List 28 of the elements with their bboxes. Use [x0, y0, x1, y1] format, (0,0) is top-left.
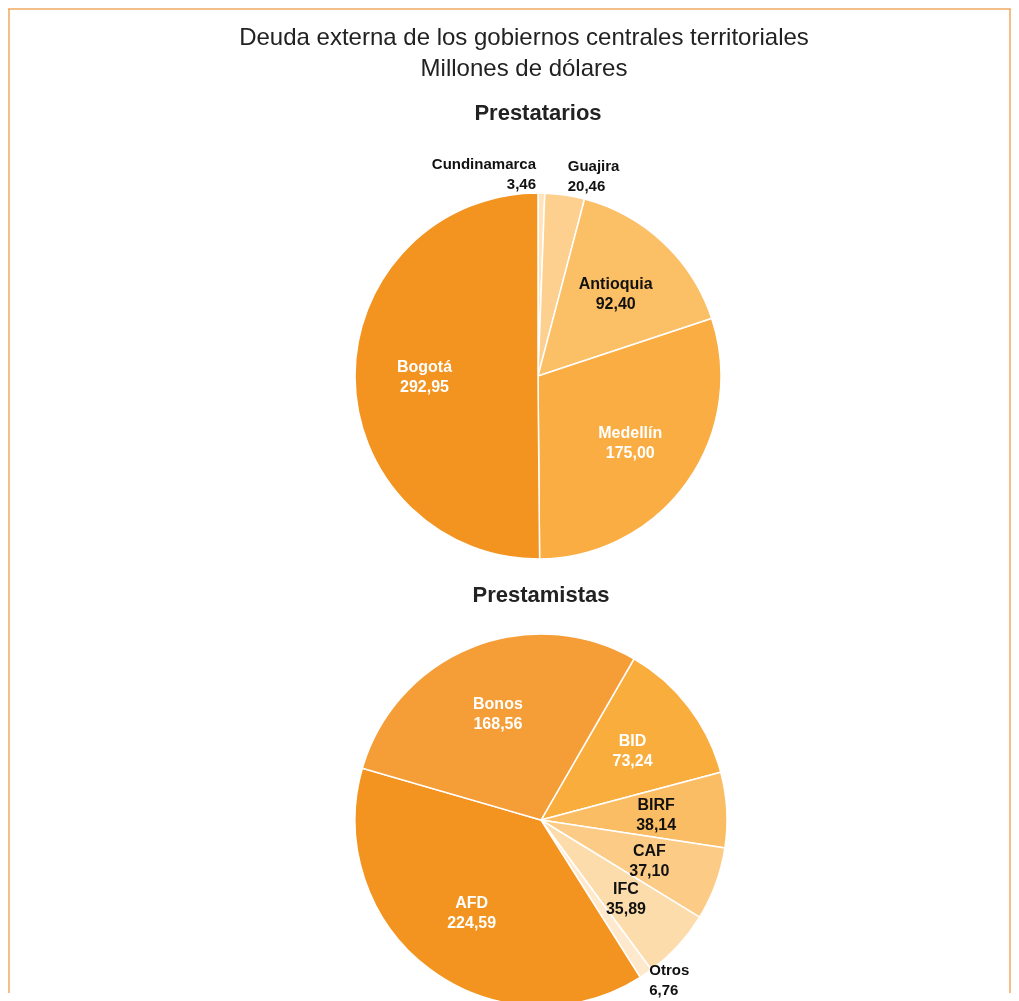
- data-label: 224,59: [447, 914, 497, 932]
- chart-title: Prestatarios: [474, 100, 602, 125]
- data-label: 292,95: [400, 378, 450, 396]
- data-label: 3,46: [506, 175, 536, 193]
- slice-label: Cundinamarca: [431, 155, 537, 173]
- slice-label: Guajira: [567, 157, 621, 175]
- text: Deuda externa de los gobiernos centrales territoriales: [239, 23, 809, 50]
- slice-label: CAF: [632, 841, 666, 859]
- data-label: 20,46: [567, 177, 606, 195]
- slice-label: Bogotá: [396, 358, 453, 376]
- data-label: 175,00: [605, 444, 655, 462]
- slice-label: AFD: [455, 894, 489, 912]
- slice-label: IFC: [613, 879, 640, 897]
- data-label: 35,89: [605, 899, 647, 917]
- chart-title: Prestamistas: [472, 582, 610, 607]
- text: Millones de dólares: [420, 54, 628, 81]
- slice-label: BIRF: [637, 795, 676, 813]
- slice-label: Medellín: [598, 424, 663, 442]
- slice-label: BID: [618, 731, 647, 749]
- data-label: 73,24: [612, 751, 653, 769]
- slice-label: Bonos: [473, 695, 523, 713]
- data-label: 38,14: [636, 815, 677, 833]
- slice-label: Otros: [649, 960, 690, 978]
- data-label: 37,10: [629, 861, 670, 879]
- data-label: 6,76: [649, 980, 679, 998]
- data-label: 92,40: [595, 295, 636, 313]
- data-label: 168,56: [473, 715, 523, 733]
- slice-label: Antioquia: [578, 275, 653, 293]
